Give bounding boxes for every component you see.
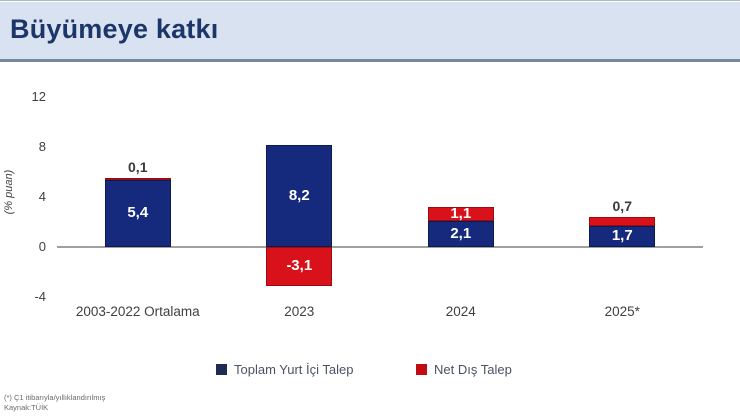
legend-label-net-external-demand: Net Dış Talep bbox=[434, 361, 512, 377]
bar-external-2003-2022 Ortalama bbox=[104, 178, 171, 181]
y-axis-tick-0: 0 bbox=[38, 239, 46, 254]
bar-label-external-2025*: 0,7 bbox=[612, 198, 632, 214]
legend-marker-net-external-demand bbox=[416, 363, 427, 375]
footnote-asterisk-note: (*) Ç1 itibarıyla/yıllıklandırılmış bbox=[4, 393, 106, 402]
page-title: Büyümeye katkı bbox=[10, 14, 219, 44]
bar-domestic-2024 bbox=[427, 220, 494, 247]
bar-domestic-2025* bbox=[589, 225, 656, 247]
bar-label-external-2023: -3,1 bbox=[286, 257, 313, 275]
bar-label-external-2003-2022 Ortalama: 0,1 bbox=[128, 159, 148, 176]
legend-item-domestic-demand: Toplam Yurt İçi Talep bbox=[216, 361, 354, 377]
bar-domestic-2003-2022 Ortalama bbox=[104, 179, 171, 247]
bar-external-2023 bbox=[266, 247, 333, 286]
bar-label-external-2024: 1,1 bbox=[450, 204, 472, 222]
bar-label-domestic-2025*: 1,7 bbox=[611, 227, 633, 245]
y-axis-tick-8: 8 bbox=[38, 139, 46, 154]
y-axis-tick-12: 12 bbox=[31, 89, 46, 104]
bar-label-domestic-2024: 2,1 bbox=[450, 224, 472, 242]
bar-external-2025* bbox=[589, 217, 656, 226]
legend-item-net-external-demand: Net Dış Talep bbox=[416, 361, 512, 377]
bar-domestic-2023 bbox=[266, 144, 333, 247]
bar-external-2024 bbox=[427, 207, 494, 221]
footnote-source: Kaynak:TÜİK bbox=[4, 403, 49, 412]
legend-marker-domestic-demand bbox=[216, 363, 227, 375]
y-axis-tick-4: 4 bbox=[38, 189, 46, 204]
title-bar: Büyümeye katkı bbox=[0, 2, 740, 62]
legend-label-domestic-demand: Toplam Yurt İçi Talep bbox=[234, 361, 354, 377]
category-label-2023: 2023 bbox=[284, 304, 315, 319]
category-label-2003-2022 Ortalama: 2003-2022 Ortalama bbox=[75, 304, 200, 319]
x-axis-line bbox=[57, 246, 703, 248]
bar-label-domestic-2003-2022 Ortalama: 5,4 bbox=[127, 204, 149, 222]
bar-label-domestic-2023: 8,2 bbox=[288, 186, 310, 204]
category-label-2025*: 2025* bbox=[604, 304, 640, 319]
y-axis-tick--4: -4 bbox=[34, 289, 46, 304]
category-label-2024: 2024 bbox=[445, 304, 476, 319]
